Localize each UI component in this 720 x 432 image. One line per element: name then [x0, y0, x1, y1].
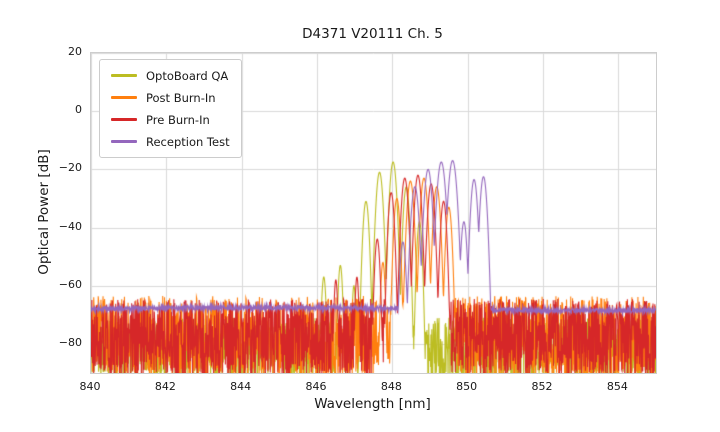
x-tick-label: 850	[456, 380, 478, 393]
x-tick-label: 848	[380, 380, 402, 393]
y-tick-label: 0	[75, 103, 82, 117]
x-tick-label: 846	[305, 380, 327, 393]
x-tick-label: 852	[531, 380, 553, 393]
legend-line-swatch	[111, 140, 137, 143]
y-tick-label: −40	[58, 219, 82, 233]
legend-label: OptoBoard QA	[146, 68, 229, 83]
chart-title: D4371 V20111 Ch. 5	[302, 26, 443, 42]
legend-item: Pre Burn-In	[111, 112, 230, 127]
legend-item: OptoBoard QA	[111, 68, 230, 83]
legend: OptoBoard QA Post Burn-In Pre Burn-In Recep…	[99, 59, 242, 158]
legend-label: Reception Test	[146, 134, 230, 149]
x-tick-label: 840	[79, 380, 101, 393]
y-tick-label: −20	[58, 161, 82, 175]
x-tick-label: 844	[230, 380, 252, 393]
legend-item: Post Burn-In	[111, 90, 230, 105]
y-tick-label: 20	[68, 45, 82, 58]
y-tick-label: −80	[58, 335, 82, 349]
x-tick-label: 854	[606, 380, 628, 393]
legend-item: Reception Test	[111, 134, 230, 149]
legend-line-swatch	[111, 74, 137, 77]
legend-label: Post Burn-In	[146, 90, 216, 105]
legend-line-swatch	[111, 96, 137, 99]
y-tick-label: −60	[58, 277, 82, 291]
x-axis-label: Wavelength [nm]	[314, 396, 431, 412]
legend-line-swatch	[111, 118, 137, 121]
x-tick-label: 842	[154, 380, 176, 393]
legend-label: Pre Burn-In	[146, 112, 210, 127]
